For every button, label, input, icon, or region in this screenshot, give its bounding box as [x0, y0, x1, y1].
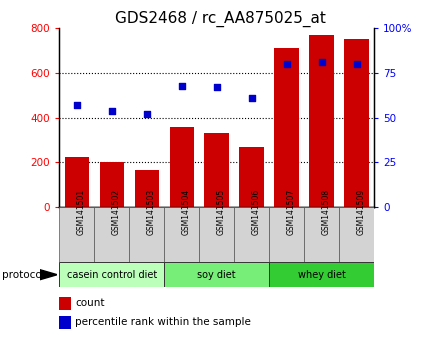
Bar	[59, 316, 71, 329]
Text: soy diet: soy diet	[198, 270, 236, 280]
Text: GSM141502: GSM141502	[112, 188, 121, 235]
Bar	[169, 127, 194, 207]
Bar	[94, 207, 129, 262]
Text: GDS2468 / rc_AA875025_at: GDS2468 / rc_AA875025_at	[114, 11, 326, 27]
Text: whey diet: whey diet	[297, 270, 345, 280]
Bar	[275, 48, 299, 207]
Bar	[234, 207, 269, 262]
Text: GSM141505: GSM141505	[216, 188, 226, 235]
Point	[318, 59, 325, 65]
Bar	[65, 157, 89, 207]
Text: GSM141503: GSM141503	[147, 188, 156, 235]
Point	[283, 61, 290, 67]
Bar	[59, 297, 71, 310]
Text: percentile rank within the sample: percentile rank within the sample	[75, 318, 251, 327]
Text: protocol: protocol	[2, 270, 45, 280]
Bar	[199, 207, 234, 262]
Text: GSM141508: GSM141508	[322, 188, 330, 235]
Point	[178, 83, 185, 88]
Text: GSM141509: GSM141509	[356, 188, 366, 235]
Bar	[269, 207, 304, 262]
Bar	[99, 162, 124, 207]
Bar	[344, 40, 369, 207]
Text: GSM141504: GSM141504	[182, 188, 191, 235]
Text: GSM141501: GSM141501	[77, 188, 86, 235]
Bar	[239, 147, 264, 207]
Bar	[164, 262, 269, 287]
Bar	[135, 170, 159, 207]
Point	[73, 102, 81, 108]
Bar	[59, 262, 164, 287]
Point	[213, 85, 220, 90]
Text: GSM141507: GSM141507	[286, 188, 296, 235]
Point	[248, 95, 255, 101]
Point	[353, 61, 360, 67]
Text: count: count	[75, 298, 105, 308]
Bar	[164, 207, 199, 262]
Polygon shape	[40, 270, 57, 280]
Point	[143, 111, 150, 117]
Text: casein control diet: casein control diet	[67, 270, 157, 280]
Point	[108, 108, 115, 113]
Bar	[269, 262, 374, 287]
Bar	[205, 133, 229, 207]
Bar	[309, 35, 334, 207]
Bar	[129, 207, 164, 262]
Text: GSM141506: GSM141506	[252, 188, 260, 235]
Bar	[304, 207, 339, 262]
Bar	[59, 207, 94, 262]
Bar	[339, 207, 374, 262]
